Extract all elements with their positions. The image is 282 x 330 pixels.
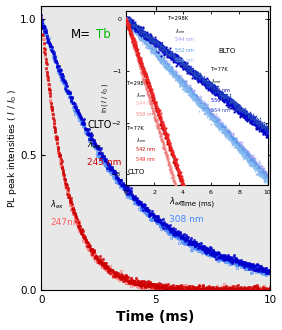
Text: $\lambda_{ex}$: $\lambda_{ex}$ — [169, 196, 184, 208]
Text: Tb: Tb — [96, 28, 111, 41]
X-axis label: Time (ms): Time (ms) — [116, 311, 195, 324]
Text: $\lambda_{ex}$: $\lambda_{ex}$ — [87, 139, 102, 151]
Text: $\lambda_{ex}$: $\lambda_{ex}$ — [201, 145, 217, 157]
Text: $\lambda_{ex}$: $\lambda_{ex}$ — [50, 199, 65, 211]
Text: 306 nm: 306 nm — [201, 164, 236, 173]
Text: M=: M= — [71, 28, 91, 41]
Text: CLTO: CLTO — [87, 120, 111, 130]
Text: 308 nm: 308 nm — [169, 215, 204, 224]
Text: 247nm: 247nm — [50, 217, 82, 227]
Text: BLTO: BLTO — [169, 123, 194, 133]
Text: 245 nm: 245 nm — [87, 158, 121, 167]
Y-axis label: PL peak intensities ( $I$ / $I_0$ ): PL peak intensities ( $I$ / $I_0$ ) — [6, 88, 19, 208]
